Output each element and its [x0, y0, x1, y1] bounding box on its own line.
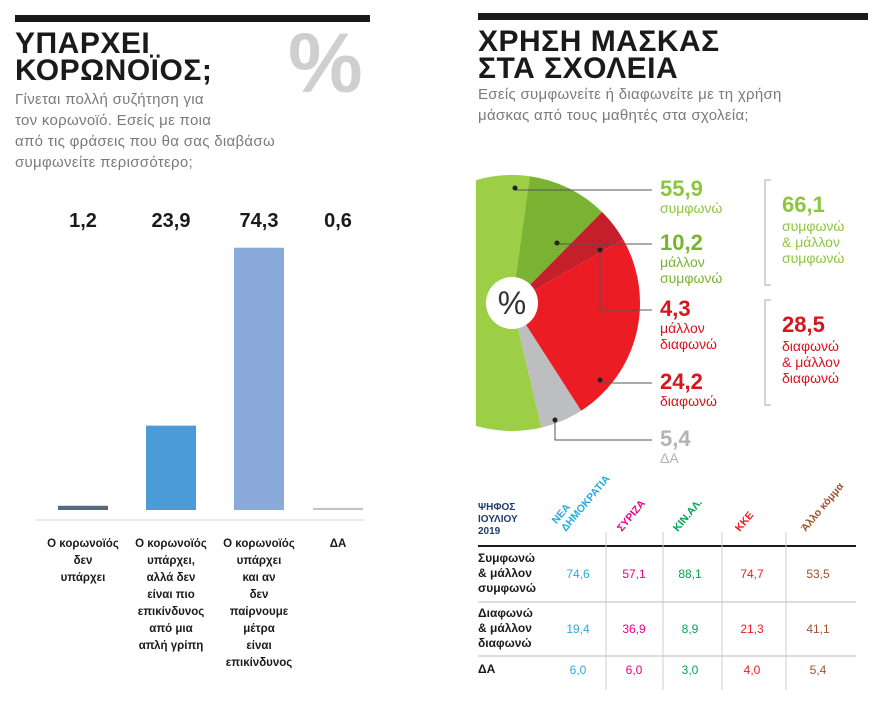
group-label: διαφωνώ & μάλλον διαφωνώ [782, 338, 840, 386]
leader-line [554, 420, 652, 441]
group-bracket [764, 179, 771, 286]
chart-title: ΥΠΑΡΧΕΙ ΚΟΡΩΝΟΪΟΣ; [15, 27, 213, 87]
bar [146, 425, 196, 510]
subtitle: Εσείς συμφωνείτε ή διαφωνείτε με τη χρήσ… [478, 86, 782, 124]
value-label: 5,4 [660, 426, 691, 451]
pie-center [486, 277, 538, 329]
table-cell: 53,5 [806, 567, 830, 581]
top-rule [15, 15, 370, 22]
bar [234, 247, 284, 510]
group-value-label: 28,5 [782, 312, 825, 337]
category-label: συμφωνώ [660, 200, 723, 216]
value-label: 74,3 [239, 210, 279, 232]
table-cell: 57,1 [622, 567, 646, 581]
table-cell: 21,3 [740, 622, 764, 636]
bar [58, 505, 108, 510]
category-label: ΔΑ [660, 450, 679, 466]
leader-dot [512, 185, 518, 191]
table-cell: 88,1 [678, 567, 702, 581]
subtitle: Γίνεται πολλή συζήτηση για τον κορωνοϊό.… [15, 91, 275, 171]
category-label: ΔΑ [329, 538, 347, 550]
table-cell: 74,7 [740, 567, 764, 581]
chart-title: ΧΡΗΣΗ ΜΑΣΚΑΣ ΣΤΑ ΣΧΟΛΕΙΑ [478, 25, 720, 85]
value-label: 55,9 [660, 176, 703, 201]
table-cell: 36,9 [622, 622, 646, 636]
group-label: συμφωνώ & μάλλον συμφωνώ [782, 218, 845, 266]
table-cell: 6,0 [625, 663, 643, 677]
center-label: % [497, 285, 527, 321]
value-label: 24,2 [660, 369, 703, 394]
table-cell: 3,0 [681, 663, 699, 677]
watermark: % [288, 16, 363, 110]
pie-slice [512, 176, 603, 303]
row-label: ΔΑ [478, 662, 496, 676]
table-cell: 41,1 [806, 622, 830, 636]
category-label: Ο κορωνοϊός υπάρχει και αν δεν παίρνουμε… [223, 538, 295, 669]
value-label: 0,6 [324, 210, 352, 232]
table-cell: 4,0 [743, 663, 761, 677]
table-cell: 74,6 [566, 567, 590, 581]
value-label: 23,9 [151, 210, 191, 232]
category-label: διαφωνώ [660, 393, 717, 409]
table-cell: 8,9 [681, 622, 699, 636]
category-label: μάλλον συμφωνώ [660, 254, 723, 286]
bar [313, 507, 363, 510]
group-bracket [764, 299, 771, 406]
row-label: Διαφωνώ & μάλλον διαφωνώ [478, 606, 533, 650]
table-cell: 19,4 [566, 622, 590, 636]
category-label: Ο κορωνοϊός υπάρχει, αλλά δεν είναι πιο … [135, 538, 207, 652]
category-label: μάλλον διαφωνώ [660, 320, 717, 352]
category-label: Ο κορωνοϊός δεν υπάρχει [47, 538, 119, 584]
pie-slice [512, 212, 624, 303]
value-label: 1,2 [69, 210, 97, 232]
leader-dot [597, 247, 603, 253]
leader-dot [597, 377, 603, 383]
top-rule [478, 13, 868, 20]
leader-line [599, 250, 652, 311]
value-label: 10,2 [660, 230, 703, 255]
leader-dot [554, 240, 560, 246]
value-label: 4,3 [660, 296, 691, 321]
pie-slice [512, 239, 640, 411]
group-value-label: 66,1 [782, 192, 825, 217]
table-title: ΨΗΦΟΣ ΙΟΥΛΙΟΥ 2019 [478, 502, 518, 537]
table-cell: 5,4 [809, 663, 827, 677]
table-cell: 6,0 [569, 663, 587, 677]
row-label: Συμφωνώ & μάλλον συμφωνώ [478, 551, 537, 595]
leader-dot [552, 417, 558, 423]
pie-slice [512, 303, 582, 428]
